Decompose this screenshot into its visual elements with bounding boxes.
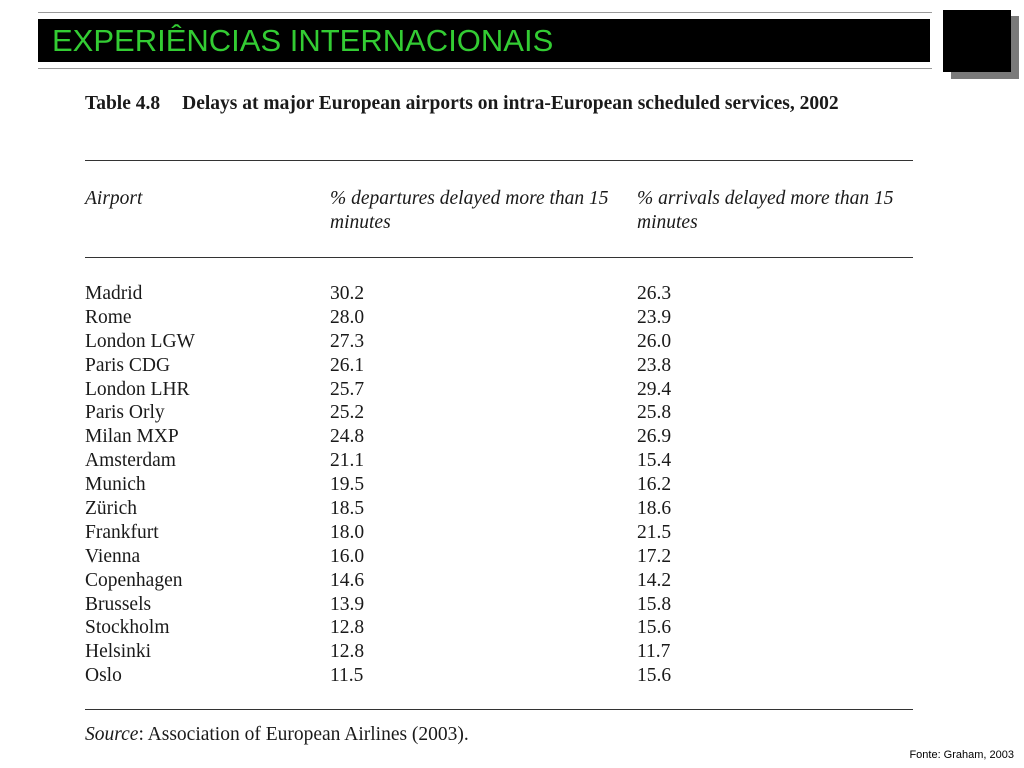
table-row: Rome 28.0 23.9 <box>85 306 913 330</box>
departures-cell: 13.9 <box>330 593 365 615</box>
footer-credit: Fonte: Graham, 2003 <box>909 749 1014 761</box>
airport-cell: Munich <box>85 474 146 496</box>
departures-cell: 18.5 <box>330 498 365 520</box>
arrivals-cell: 26.3 <box>637 283 672 304</box>
table-row: Brussels 13.9 15.8 <box>85 593 913 617</box>
airport-cell: Milan MXP <box>85 426 179 448</box>
table-rule-header <box>85 257 913 258</box>
airport-cell: Stockholm <box>85 617 170 639</box>
departures-cell: 24.8 <box>330 426 365 448</box>
airport-cell: Vienna <box>85 545 141 567</box>
departures-cell: 11.5 <box>330 665 364 687</box>
table-rule-bottom <box>85 709 913 710</box>
departures-cell: 19.5 <box>330 474 365 496</box>
airport-cell: London LHR <box>85 378 190 400</box>
airport-cell: Rome <box>85 306 132 328</box>
airport-cell: Zürich <box>85 498 137 520</box>
source-label: Source <box>85 724 139 745</box>
departures-cell: 21.1 <box>330 450 365 472</box>
arrivals-cell: 15.6 <box>637 617 672 639</box>
table-caption-text: Delays at major European airports on int… <box>182 93 839 114</box>
arrivals-cell: 23.8 <box>637 354 672 376</box>
title-bar: EXPERIÊNCIAS INTERNACIONAIS <box>38 19 930 62</box>
airport-cell: Frankfurt <box>85 521 159 543</box>
arrivals-cell: 15.8 <box>637 593 672 615</box>
airport-cell: Paris Orly <box>85 402 165 424</box>
airport-cell: Copenhagen <box>85 569 183 591</box>
arrivals-cell: 29.4 <box>637 378 672 400</box>
table-row: Copenhagen 14.6 14.2 <box>85 569 913 593</box>
table-row: Zürich 18.5 18.6 <box>85 497 913 521</box>
source-text: : Association of European Airlines (2003… <box>138 724 469 745</box>
arrivals-cell: 18.6 <box>637 498 672 520</box>
departures-cell: 16.0 <box>330 545 365 567</box>
airport-cell: Madrid <box>85 283 143 304</box>
departures-cell: 12.8 <box>330 617 365 639</box>
table-row: Stockholm 12.8 15.6 <box>85 616 913 640</box>
table-row: Madrid 30.2 26.3 <box>85 282 913 306</box>
column-header-departures: % departures delayed more than 15 minute… <box>330 188 609 233</box>
departures-cell: 25.7 <box>330 378 365 400</box>
departures-cell: 27.3 <box>330 330 365 352</box>
arrivals-cell: 26.9 <box>637 426 672 448</box>
airport-cell: Brussels <box>85 593 152 615</box>
departures-cell: 30.2 <box>330 283 365 304</box>
header-divider-bottom <box>38 68 932 69</box>
airport-cell: Oslo <box>85 665 122 687</box>
table-row: Oslo 11.5 15.6 <box>85 664 913 688</box>
column-header-arrivals: % arrivals delayed more than 15 minutes <box>637 188 894 233</box>
airport-cell: London LGW <box>85 330 195 352</box>
arrivals-cell: 23.9 <box>637 306 672 328</box>
table-row: London LHR 25.7 29.4 <box>85 378 913 402</box>
table-row: Vienna 16.0 17.2 <box>85 545 913 569</box>
airport-cell: Amsterdam <box>85 450 176 472</box>
table-row: Paris Orly 25.2 25.8 <box>85 401 913 425</box>
column-header-airport: Airport <box>85 188 143 209</box>
arrivals-cell: 21.5 <box>637 521 672 543</box>
departures-cell: 28.0 <box>330 306 365 328</box>
table-row: Milan MXP 24.8 26.9 <box>85 425 913 449</box>
table-row: London LGW 27.3 26.0 <box>85 330 913 354</box>
arrivals-cell: 25.8 <box>637 402 672 424</box>
departures-cell: 18.0 <box>330 521 365 543</box>
table-row: Helsinki 12.8 11.7 <box>85 640 913 664</box>
arrivals-cell: 15.4 <box>637 450 672 472</box>
corner-square-decoration <box>943 10 1011 72</box>
arrivals-cell: 16.2 <box>637 474 672 496</box>
airport-cell: Paris CDG <box>85 354 171 376</box>
table-row: Frankfurt 18.0 21.5 <box>85 521 913 545</box>
table-number: Table 4.8 <box>85 93 161 114</box>
arrivals-cell: 26.0 <box>637 330 672 352</box>
departures-cell: 26.1 <box>330 354 365 376</box>
departures-cell: 14.6 <box>330 569 365 591</box>
arrivals-cell: 14.2 <box>637 569 672 591</box>
arrivals-cell: 11.7 <box>637 641 671 663</box>
airport-cell: Helsinki <box>85 641 152 663</box>
table-row: Paris CDG 26.1 23.8 <box>85 354 913 378</box>
table-caption: Table 4.8 Delays at major European airpor… <box>85 91 865 116</box>
table-row: Amsterdam 21.1 15.4 <box>85 449 913 473</box>
header-divider-top <box>38 12 932 13</box>
table-rule-top <box>85 160 913 161</box>
departures-cell: 12.8 <box>330 641 365 663</box>
table-source: Source: Association of European Airlines… <box>85 723 469 747</box>
arrivals-cell: 17.2 <box>637 545 672 567</box>
table-row: Munich 19.5 16.2 <box>85 473 913 497</box>
table-body: Madrid 30.2 26.3 Rome 28.0 23.9 London LGW 27.3… <box>85 282 913 688</box>
departures-cell: 25.2 <box>330 402 365 424</box>
slide-title: EXPERIÊNCIAS INTERNACIONAIS <box>52 23 554 58</box>
arrivals-cell: 15.6 <box>637 665 672 687</box>
